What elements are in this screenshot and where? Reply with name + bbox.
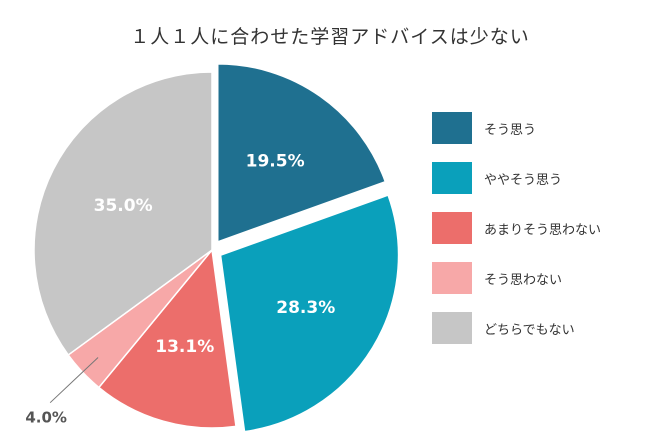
pie-slice-4 [33, 71, 213, 356]
legend-item-4: どちらでもない [432, 308, 601, 348]
legend-label-2: あまりそう思わない [484, 222, 602, 238]
slice-label-1: 28.3% [276, 298, 335, 318]
legend-item-0: そう思う [432, 108, 601, 148]
legend-swatch-4 [432, 312, 472, 344]
legend-swatch-1 [432, 162, 472, 194]
legend-swatch-0 [432, 112, 472, 144]
chart-title: １人１人に合わせた学習アドバイスは少ない [130, 26, 530, 48]
legend-label-1: ややそう思う [484, 172, 563, 188]
legend-swatch-3 [432, 262, 472, 294]
legend-label-4: どちらでもない [484, 322, 575, 338]
pie-slice-1 [219, 194, 400, 433]
slice-label-3: 4.0% [25, 409, 67, 427]
pie-slice-2 [97, 248, 237, 429]
slice-label-4: 35.0% [94, 196, 153, 216]
leader-line-3 [49, 357, 99, 404]
legend-label-0: そう思う [484, 122, 537, 138]
legend-item-2: あまりそう思わない [432, 208, 601, 248]
legend: そう思うややそう思うあまりそう思わない そう思わない どちらでもない [432, 108, 601, 358]
slice-label-2: 13.1% [155, 337, 214, 357]
legend-item-1: ややそう思う [432, 158, 601, 198]
legend-item-3: そう思わない [432, 258, 601, 298]
legend-label-3: そう思わない [484, 272, 563, 288]
pie-slice-0 [217, 63, 387, 243]
legend-swatch-2 [432, 212, 472, 244]
slice-label-0: 19.5% [246, 151, 305, 171]
